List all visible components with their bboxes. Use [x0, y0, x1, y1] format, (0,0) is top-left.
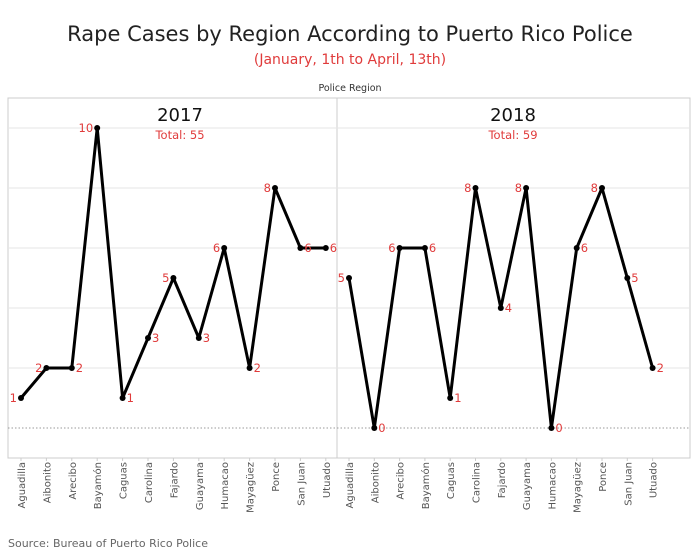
data-point [94, 125, 101, 131]
x-tick-label: Utuado [322, 462, 333, 498]
x-tick-label: Aibonito [42, 462, 53, 503]
data-label: 2 [254, 361, 261, 375]
x-tick-label: Caguas [446, 462, 457, 499]
panel-title: 2017 [157, 105, 203, 126]
data-point [371, 425, 378, 431]
panel-total: Total: 59 [487, 128, 537, 142]
data-point [396, 245, 403, 251]
x-tick-label: Humacao [547, 462, 558, 509]
data-label: 3 [152, 331, 159, 345]
panel-title: 2018 [490, 105, 536, 126]
data-label: 2 [76, 361, 83, 375]
data-point [246, 365, 253, 371]
x-tick-label: Fajardo [169, 462, 180, 498]
data-point [548, 425, 555, 431]
series-line [19, 126, 328, 400]
data-label: 6 [429, 241, 436, 255]
data-point [18, 395, 24, 401]
panel-header: Police Region [318, 83, 382, 94]
data-label: 5 [338, 271, 345, 285]
chart-title: Rape Cases by Region According to Puerto… [67, 22, 633, 46]
panel-total: Total: 55 [154, 128, 204, 142]
data-point [599, 185, 605, 191]
x-tick-label: Arecibo [68, 462, 79, 500]
data-label: 0 [378, 421, 385, 435]
data-label: 8 [264, 181, 271, 195]
x-tick-label: San Juan [623, 462, 634, 506]
data-point [573, 245, 580, 251]
data-label: 8 [464, 181, 471, 195]
x-tick-label: Carolina [144, 462, 155, 503]
data-point [297, 245, 304, 251]
data-point [346, 275, 352, 281]
x-tick-label: Mayagüez [246, 462, 257, 513]
data-point [472, 185, 479, 191]
data-point [322, 245, 329, 251]
data-point [195, 335, 202, 341]
data-point [649, 365, 656, 371]
data-label: 6 [304, 241, 311, 255]
data-point [272, 185, 278, 191]
data-label: 0 [555, 421, 562, 435]
data-label: 6 [213, 241, 220, 255]
data-point [447, 395, 454, 401]
data-label: 6 [388, 241, 395, 255]
data-label: 5 [162, 271, 169, 285]
x-tick-label: Fajardo [497, 462, 508, 498]
x-tick-label: Aguadilla [345, 462, 356, 508]
data-label: 5 [631, 271, 638, 285]
x-tick-label: San Juan [296, 462, 307, 506]
x-tick-label: Arecibo [396, 462, 407, 500]
x-tick-label: Caguas [119, 462, 130, 499]
data-point [119, 395, 126, 401]
source-note: Source: Bureau of Puerto Rico Police [8, 537, 208, 550]
x-tick-label: Aibonito [370, 462, 381, 503]
x-tick-label: Ponce [271, 462, 282, 492]
data-label: 2 [657, 361, 664, 375]
data-point [68, 365, 75, 371]
data-point [624, 275, 631, 281]
data-point [145, 335, 151, 341]
data-label: 10 [79, 121, 94, 135]
x-tick-label: Humacao [220, 462, 231, 509]
data-point [43, 365, 50, 371]
data-label: 1 [454, 391, 461, 405]
data-label: 3 [203, 331, 210, 345]
data-label: 2 [35, 361, 42, 375]
x-tick-label: Ponce [598, 462, 609, 492]
data-label: 8 [515, 181, 522, 195]
x-tick-label: Utuado [649, 462, 660, 498]
data-label: 6 [581, 241, 588, 255]
x-tick-label: Aguadilla [17, 462, 28, 508]
x-tick-label: Guayama [195, 462, 206, 510]
x-tick-label: Carolina [472, 462, 483, 503]
data-point [497, 305, 504, 311]
x-tick-label: Bayamón [92, 462, 104, 509]
data-point [221, 245, 228, 251]
x-tick-label: Bayamón [420, 462, 432, 509]
data-point [421, 245, 428, 251]
x-tick-label: Mayagüez [573, 462, 584, 513]
data-point [523, 185, 530, 191]
data-label: 6 [330, 241, 337, 255]
data-label: 4 [505, 301, 512, 315]
data-label: 8 [591, 181, 598, 195]
chart-subtitle: (January, 1th to April, 13th) [253, 52, 447, 68]
data-label: 1 [127, 391, 134, 405]
data-point [170, 275, 177, 281]
x-tick-label: Guayama [522, 462, 533, 510]
data-label: 1 [10, 391, 17, 405]
